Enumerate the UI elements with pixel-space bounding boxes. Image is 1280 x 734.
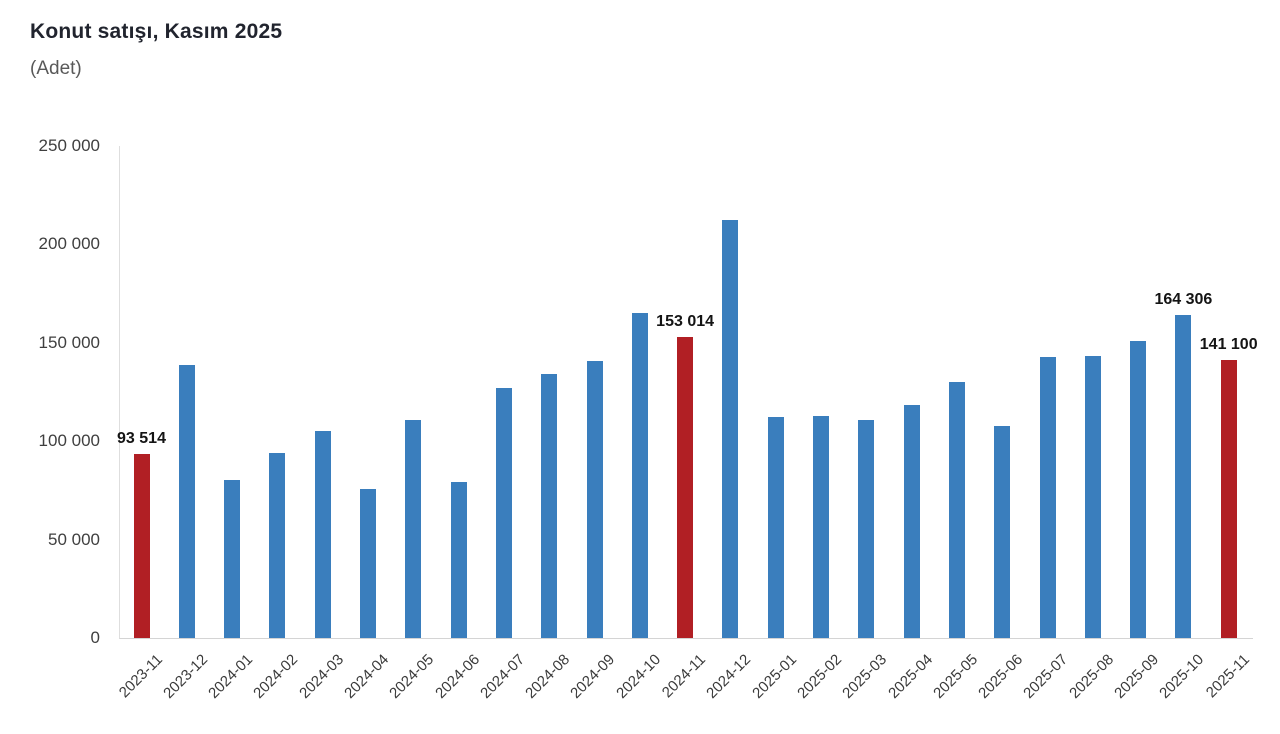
x-tick-2025-03: 2025-03 [839, 651, 891, 702]
y-tick-250000: 250 000 [38, 136, 100, 155]
x-tick-2024-01: 2024-01 [205, 651, 257, 702]
plot-area: 93 514 153 014 164 306 141 100 [117, 146, 1258, 639]
bar-2025-01[interactable] [767, 417, 784, 638]
x-tick-2023-11: 2023-11 [115, 651, 166, 702]
bar-2024-01[interactable] [224, 479, 241, 638]
x-tick-2025-06: 2025-06 [975, 651, 1027, 702]
bar-2025-07[interactable] [1039, 356, 1056, 638]
value-label-2025-11: 141 100 [1199, 336, 1258, 354]
y-tick-200000: 200 000 [38, 234, 100, 254]
y-tick-50000: 50 000 [48, 529, 100, 549]
y-tick-0: 0 [90, 628, 100, 647]
chart-subtitle: (Adet) [30, 58, 82, 79]
bar-2024-03[interactable] [314, 430, 331, 638]
x-tick-2024-02: 2024-02 [250, 651, 302, 702]
y-tick-150000: 150 000 [38, 332, 100, 352]
bar-2025-05[interactable] [948, 382, 965, 638]
bar-2024-08[interactable] [541, 373, 558, 638]
x-tick-2024-06: 2024-06 [431, 651, 483, 702]
value-label-2025-10: 164 306 [1154, 290, 1213, 308]
x-tick-2024-08: 2024-08 [522, 651, 574, 702]
bar-2024-04[interactable] [360, 489, 376, 638]
bar-2025-02[interactable] [813, 415, 829, 638]
bar-2025-09[interactable] [1130, 341, 1147, 638]
bar-2024-10[interactable] [631, 313, 648, 638]
bar-2024-11[interactable] [677, 336, 694, 638]
chart-title: Konut satışı, Kasım 2025 [30, 20, 283, 43]
x-tick-2024-07: 2024-07 [476, 651, 528, 702]
bar-2023-11[interactable] [133, 453, 150, 638]
bar-2025-06[interactable] [994, 426, 1011, 638]
x-tick-2025-07: 2025-07 [1020, 651, 1072, 702]
bar-2025-08[interactable] [1084, 355, 1101, 638]
x-tick-2025-01: 2025-01 [748, 651, 800, 702]
x-tick-2023-12: 2023-12 [159, 651, 211, 702]
x-tick-2025-10: 2025-10 [1156, 651, 1208, 702]
y-tick-100000: 100 000 [38, 431, 100, 451]
x-tick-2025-05: 2025-05 [929, 651, 981, 702]
x-tick-2024-03: 2024-03 [295, 651, 347, 702]
bar-2024-09[interactable] [586, 360, 603, 638]
bar-2023-12[interactable] [178, 365, 195, 638]
x-tick-2025-02: 2025-02 [794, 651, 846, 702]
bar-2024-12[interactable] [722, 219, 739, 638]
x-tick-2024-09: 2024-09 [567, 651, 619, 702]
x-tick-2024-12: 2024-12 [703, 651, 755, 702]
bar-2024-06[interactable] [450, 481, 467, 638]
x-tick-2025-08: 2025-08 [1065, 651, 1117, 702]
bar-2025-10[interactable] [1175, 314, 1192, 638]
x-tick-2025-09: 2025-09 [1111, 651, 1163, 702]
x-tick-2025-04: 2025-04 [884, 651, 936, 702]
bar-2024-07[interactable] [495, 387, 512, 638]
bar-2025-03[interactable] [858, 419, 875, 638]
bar-2025-04[interactable] [903, 405, 920, 638]
x-tick-2024-10: 2024-10 [612, 651, 664, 702]
x-tick-2024-05: 2024-05 [386, 651, 438, 702]
x-tick-2025-11: 2025-11 [1202, 651, 1253, 702]
x-tick-2024-11: 2024-11 [658, 651, 710, 702]
x-tick-2024-04: 2024-04 [341, 651, 393, 702]
value-label-2024-11: 153 014 [656, 312, 715, 330]
bar-2024-05[interactable] [405, 420, 422, 638]
bar-2025-11[interactable] [1220, 360, 1237, 638]
bar-2024-02[interactable] [269, 453, 286, 638]
value-label-2023-11: 93 514 [117, 429, 166, 447]
